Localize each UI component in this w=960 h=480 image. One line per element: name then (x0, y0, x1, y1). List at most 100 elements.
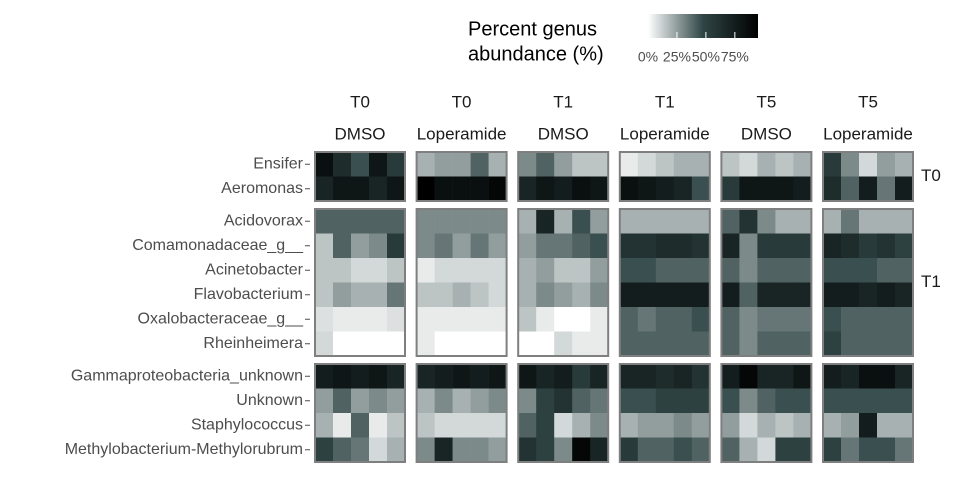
heatmap-cell (590, 307, 609, 332)
heatmap-cell (637, 209, 657, 234)
heatmap-cell (518, 176, 537, 202)
heatmap-cell (757, 258, 776, 283)
heatmap-cell (655, 413, 675, 438)
heatmap-cell (572, 209, 591, 234)
heatmap-cell (470, 209, 489, 234)
heatmap-cell (369, 176, 388, 202)
heatmap-cell (619, 364, 639, 389)
heatmap-cell (387, 413, 406, 438)
heatmap-cell (841, 331, 860, 357)
heatmap-cell (655, 437, 675, 463)
heatmap-cell (416, 233, 435, 259)
row-label: Gammaproteobacteria_unknown (71, 367, 303, 384)
heatmap-cell (619, 388, 639, 414)
heatmap-cell (793, 388, 812, 414)
heatmap-cell (877, 176, 896, 202)
heatmap-cell (637, 437, 657, 463)
heatmap-cell (655, 209, 675, 234)
heatmap-cell (315, 413, 334, 438)
panel-frame (720, 208, 813, 357)
heatmap-cell (315, 176, 334, 202)
heatmap-cell (877, 258, 896, 283)
heatmap-cell (721, 152, 740, 177)
heatmap-cell (470, 282, 489, 308)
heatmap-cell (823, 152, 842, 177)
heatmap-cell (369, 413, 388, 438)
heatmap-cell (590, 176, 609, 202)
panel-frame (517, 363, 610, 463)
panel-frame (720, 151, 813, 202)
panel-frame (618, 208, 711, 357)
heatmap-cell (387, 209, 406, 234)
heatmap-cell (757, 413, 776, 438)
heatmap-cell (518, 413, 537, 438)
heatmap-cell (434, 176, 453, 202)
heatmap-cell (823, 388, 842, 414)
heatmap-cell (859, 388, 878, 414)
heatmap-cell (590, 152, 609, 177)
heatmap-cell (333, 152, 352, 177)
heatmap-cell (895, 258, 914, 283)
heatmap-cell (673, 331, 693, 357)
heatmap-cell (619, 437, 639, 463)
panel-treatment: DMSO (741, 124, 792, 143)
heatmap-cell (536, 258, 555, 283)
heatmap-cell (721, 307, 740, 332)
heatmap-cell (434, 258, 453, 283)
heatmap-cell (739, 331, 758, 357)
heatmap-cell (721, 282, 740, 308)
heatmap-cell (536, 176, 555, 202)
panel-frame (822, 363, 914, 463)
heatmap-cell (333, 413, 352, 438)
heatmap-cell (637, 233, 657, 259)
heatmap-cell (841, 413, 860, 438)
heatmap-cell (775, 233, 794, 259)
heatmap-cell (775, 209, 794, 234)
heatmap-cell (488, 437, 507, 463)
heatmap-cell (434, 364, 453, 389)
heatmap-cell (554, 282, 573, 308)
heatmap-cell (793, 413, 812, 438)
heatmap-cell (333, 258, 352, 283)
heatmap-cell (488, 364, 507, 389)
heatmap-cell (757, 307, 776, 332)
heatmap-cell (572, 413, 591, 438)
heatmap-cell (518, 233, 537, 259)
heatmap-cell (488, 258, 507, 283)
heatmap-cell (518, 258, 537, 283)
heatmap-cell (673, 364, 693, 389)
heatmap-cell (470, 258, 489, 283)
heatmap-cell (895, 209, 914, 234)
heatmap-cell (434, 209, 453, 234)
heatmap-cell (655, 364, 675, 389)
row-label: Aeromonas (221, 180, 303, 197)
heatmap-cell (793, 364, 812, 389)
heatmap-cell (655, 307, 675, 332)
heatmap-cell (823, 176, 842, 202)
panel-treatment: Loperamide (823, 124, 913, 143)
heatmap-cell (333, 388, 352, 414)
heatmap-cell (369, 364, 388, 389)
heatmap-cell (877, 437, 896, 463)
heatmap-cell (775, 282, 794, 308)
heatmap-cell (518, 209, 537, 234)
row-label: Ensifer (253, 155, 303, 172)
heatmap-cell (434, 233, 453, 259)
heatmap-cell (877, 282, 896, 308)
heatmap-cell (757, 331, 776, 357)
row-label: Flavobacterium (194, 286, 303, 303)
heatmap-cell (518, 364, 537, 389)
heatmap-cell (775, 364, 794, 389)
heatmap-cell (877, 233, 896, 259)
legend-title: abundance (%) (468, 43, 604, 65)
panel-time: T0 (350, 92, 370, 111)
heatmap-cell (488, 331, 507, 357)
row-group-label: T0 (921, 166, 941, 185)
heatmap-cell (775, 437, 794, 463)
heatmap-cell (590, 437, 609, 463)
heatmap-cell (351, 364, 370, 389)
heatmap-cell (841, 388, 860, 414)
heatmap-cell (655, 258, 675, 283)
heatmap-cell (518, 282, 537, 308)
heatmap-cell (416, 331, 435, 357)
